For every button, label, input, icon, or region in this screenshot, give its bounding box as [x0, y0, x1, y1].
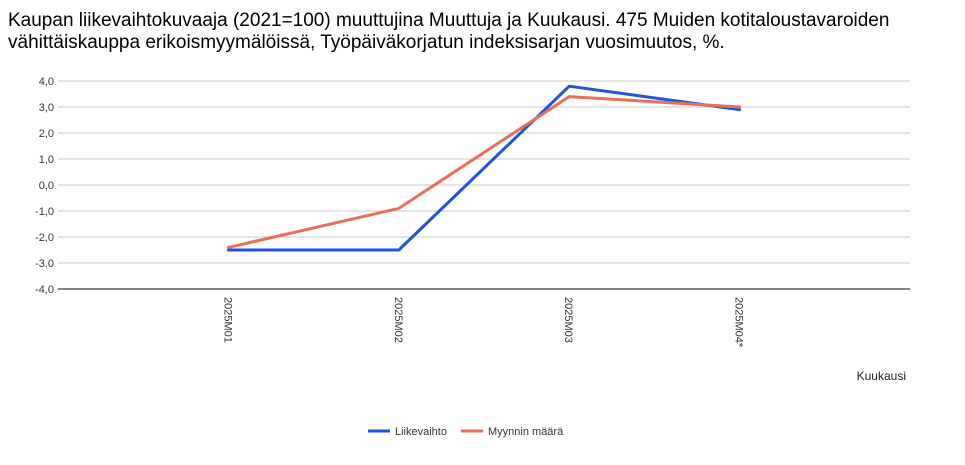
y-tick-label: -4,0: [35, 284, 54, 296]
series-line-1: [226, 84, 742, 252]
x-tick-label: 2025M04*: [733, 297, 745, 348]
x-tick-label: 2025M03: [562, 297, 574, 343]
legend: Liikevaihto Myynnin määrä: [368, 426, 564, 438]
series-lines: [226, 84, 742, 252]
x-tick-label: 2025M01: [221, 297, 233, 343]
x-tick-label: 2025M02: [392, 297, 404, 343]
y-tick-label: -2,0: [35, 232, 54, 244]
y-tick-label: -1,0: [35, 206, 54, 218]
legend-item: Liikevaihto: [368, 426, 447, 438]
y-tick-label: 2,0: [39, 128, 54, 140]
y-tick-label: 1,0: [39, 154, 54, 166]
chart-title: Kaupan liikevaihtokuvaaja (2021=100) muu…: [8, 10, 890, 53]
legend-label: Myynnin määrä: [488, 426, 564, 438]
y-axis-ticks: 4,0 3,0 2,0 1,0 0,0 -1,0 -2,0 -3,0 -4,0: [35, 76, 54, 296]
y-tick-label: 0,0: [39, 180, 54, 192]
series-line-2: [226, 95, 742, 249]
y-tick-label: 4,0: [39, 76, 54, 88]
y-tick-label: 3,0: [39, 102, 54, 114]
gridlines: [58, 80, 910, 290]
legend-label: Liikevaihto: [395, 426, 447, 438]
y-tick-label: -3,0: [35, 258, 54, 270]
legend-item: Myynnin määrä: [461, 426, 564, 438]
x-axis-label: Kuukausi: [857, 369, 906, 383]
x-axis-ticks: 2025M01 2025M02 2025M03 2025M04*: [221, 297, 744, 348]
